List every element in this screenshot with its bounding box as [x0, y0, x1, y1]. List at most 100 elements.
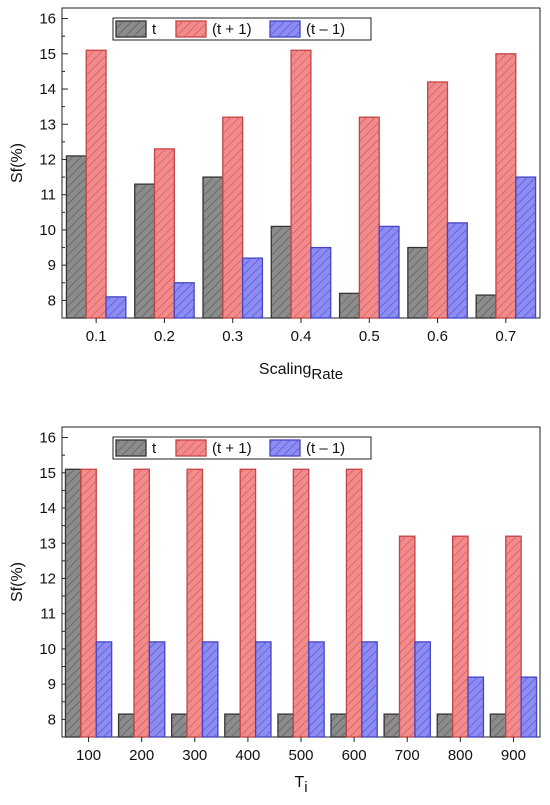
bar-hatch-t-0.7 — [476, 295, 496, 318]
legend-1: t (t + 1) (t – 1) — [112, 17, 372, 41]
y-tick-label: 8 — [48, 711, 56, 728]
y-tick-label: 13 — [39, 535, 56, 552]
y-axis-title-2: Sf(%) — [9, 562, 26, 602]
bar-hatch-t-700 — [384, 714, 400, 737]
y-axis-1: 8 9 10 11 12 13 14 15 16 — [39, 11, 68, 319]
y-axis-title-1: Sf(%) — [9, 143, 26, 183]
bar-hatch-tplus1-0.6 — [427, 81, 448, 319]
bar-hatch-tminus1-0.5 — [379, 226, 399, 318]
bar-hatch-tplus1-900 — [505, 536, 522, 737]
bar-hatch-tplus1-0.5 — [359, 117, 380, 318]
bar-hatch-tminus1-0.4 — [310, 247, 331, 318]
y-tick-label: 9 — [48, 676, 56, 693]
bar-hatch-t-800 — [437, 714, 453, 737]
x-tick-label: 700 — [395, 747, 420, 764]
legend-2: t (t + 1) (t – 1) — [112, 436, 372, 460]
x-tick-label: 800 — [448, 747, 473, 764]
y-tick-label: 10 — [39, 222, 56, 239]
y-tick-label: 10 — [39, 641, 56, 658]
x-tick-label: 0.4 — [291, 328, 312, 345]
x-tick-label: 500 — [288, 747, 313, 764]
y-tick-label: 14 — [39, 81, 56, 98]
bar-hatch-t-0.5 — [339, 293, 360, 318]
bar-hatch-t-900 — [490, 714, 506, 737]
x-tick-label: 0.2 — [154, 328, 175, 345]
y-tick-label: 14 — [39, 500, 56, 517]
x-axis-2: 100 200 300 400 500 600 700 800 900 — [76, 737, 526, 764]
legend-swatch-hatch-t — [116, 440, 146, 456]
legend-swatch-hatch-tplus1 — [176, 440, 206, 456]
bar-hatch-t-0.1 — [66, 155, 87, 318]
x-tick-label: 400 — [235, 747, 260, 764]
y-tick-label: 13 — [39, 116, 56, 133]
y-tick-label: 12 — [39, 570, 56, 587]
x-tick-label: 0.5 — [359, 328, 380, 345]
legend-swatch-hatch-tplus1 — [176, 21, 206, 37]
bar-hatch-tminus1-500 — [308, 641, 325, 737]
bar-hatch-tminus1-100 — [96, 641, 112, 737]
x-tick-label: 600 — [342, 747, 367, 764]
y-tick-label: 16 — [39, 11, 56, 28]
y-tick-label: 12 — [39, 151, 56, 168]
legend-label-tplus1: (t + 1) — [212, 440, 252, 457]
legend-swatch-hatch-tminus1 — [270, 440, 300, 456]
bar-hatch-tplus1-100 — [80, 469, 97, 737]
bar-hatch-t-200 — [118, 714, 134, 737]
y-tick-label: 16 — [39, 430, 56, 447]
bar-hatch-tminus1-300 — [202, 641, 218, 737]
bar-hatch-tplus1-800 — [452, 536, 469, 737]
bars-2 — [64, 468, 538, 738]
bar-hatch-tplus1-400 — [240, 469, 256, 737]
bar-hatch-tplus1-200 — [133, 469, 150, 737]
y-tick-label: 11 — [40, 606, 56, 623]
bars-1 — [65, 49, 537, 319]
chart-scaling-rate: 8 9 10 11 12 13 14 15 16 0.1 0.2 0.3 0.4 0.5 0.6 0.7 S… — [9, 7, 541, 383]
bar-hatch-tminus1-0.6 — [447, 222, 468, 318]
bar-hatch-tminus1-0.2 — [174, 282, 195, 318]
bar-hatch-t-600 — [331, 714, 347, 737]
x-axis-title-2: Ti — [294, 774, 307, 796]
bar-hatch-t-0.3 — [203, 177, 223, 318]
legend-swatch-hatch-tminus1 — [270, 21, 300, 37]
x-tick-label: 0.7 — [495, 328, 516, 345]
bar-hatch-t-300 — [171, 714, 188, 737]
bar-hatch-tplus1-500 — [293, 469, 309, 737]
bar-hatch-t-500 — [277, 714, 294, 737]
bar-hatch-tminus1-0.3 — [242, 258, 263, 318]
x-tick-label: 100 — [76, 747, 101, 764]
bar-hatch-tplus1-0.2 — [154, 148, 175, 318]
bar-hatch-tminus1-0.1 — [106, 296, 126, 318]
bar-hatch-tminus1-600 — [361, 641, 378, 737]
bar-hatch-tminus1-800 — [468, 677, 484, 737]
bar-hatch-tplus1-0.7 — [495, 53, 516, 318]
bar-hatch-tplus1-300 — [187, 469, 203, 737]
bar-hatch-tplus1-600 — [346, 469, 362, 737]
bar-hatch-t-100 — [65, 469, 81, 737]
bar-hatch-tminus1-400 — [255, 641, 271, 737]
bar-hatch-tminus1-900 — [521, 677, 537, 737]
x-axis-1: 0.1 0.2 0.3 0.4 0.5 0.6 0.7 — [86, 318, 516, 345]
bar-hatch-tplus1-0.1 — [86, 50, 107, 318]
bar-hatch-tminus1-0.7 — [515, 177, 536, 318]
legend-label-t: t — [152, 440, 157, 457]
y-tick-label: 9 — [48, 257, 56, 274]
bar-hatch-t-0.4 — [271, 226, 292, 318]
x-tick-label: 200 — [129, 747, 154, 764]
legend-label-tminus1: (t – 1) — [306, 440, 345, 457]
y-tick-label: 15 — [39, 46, 56, 63]
legend-swatch-hatch-t — [116, 21, 146, 37]
y-axis-2: 8 9 10 11 12 13 14 15 16 — [39, 430, 68, 738]
bar-hatch-t-0.2 — [134, 184, 155, 318]
bar-hatch-t-0.6 — [407, 247, 428, 318]
legend-label-t: t — [152, 21, 157, 38]
x-tick-label: 300 — [182, 747, 207, 764]
bar-hatch-t-400 — [224, 714, 241, 737]
legend-label-tminus1: (t – 1) — [306, 21, 345, 38]
y-tick-label: 11 — [40, 187, 56, 204]
bar-hatch-tplus1-0.3 — [222, 117, 243, 318]
x-axis-title-1: ScalingRate — [259, 361, 343, 383]
legend-label-tplus1: (t + 1) — [212, 21, 252, 38]
y-tick-label: 15 — [39, 465, 56, 482]
x-tick-label: 900 — [501, 747, 526, 764]
